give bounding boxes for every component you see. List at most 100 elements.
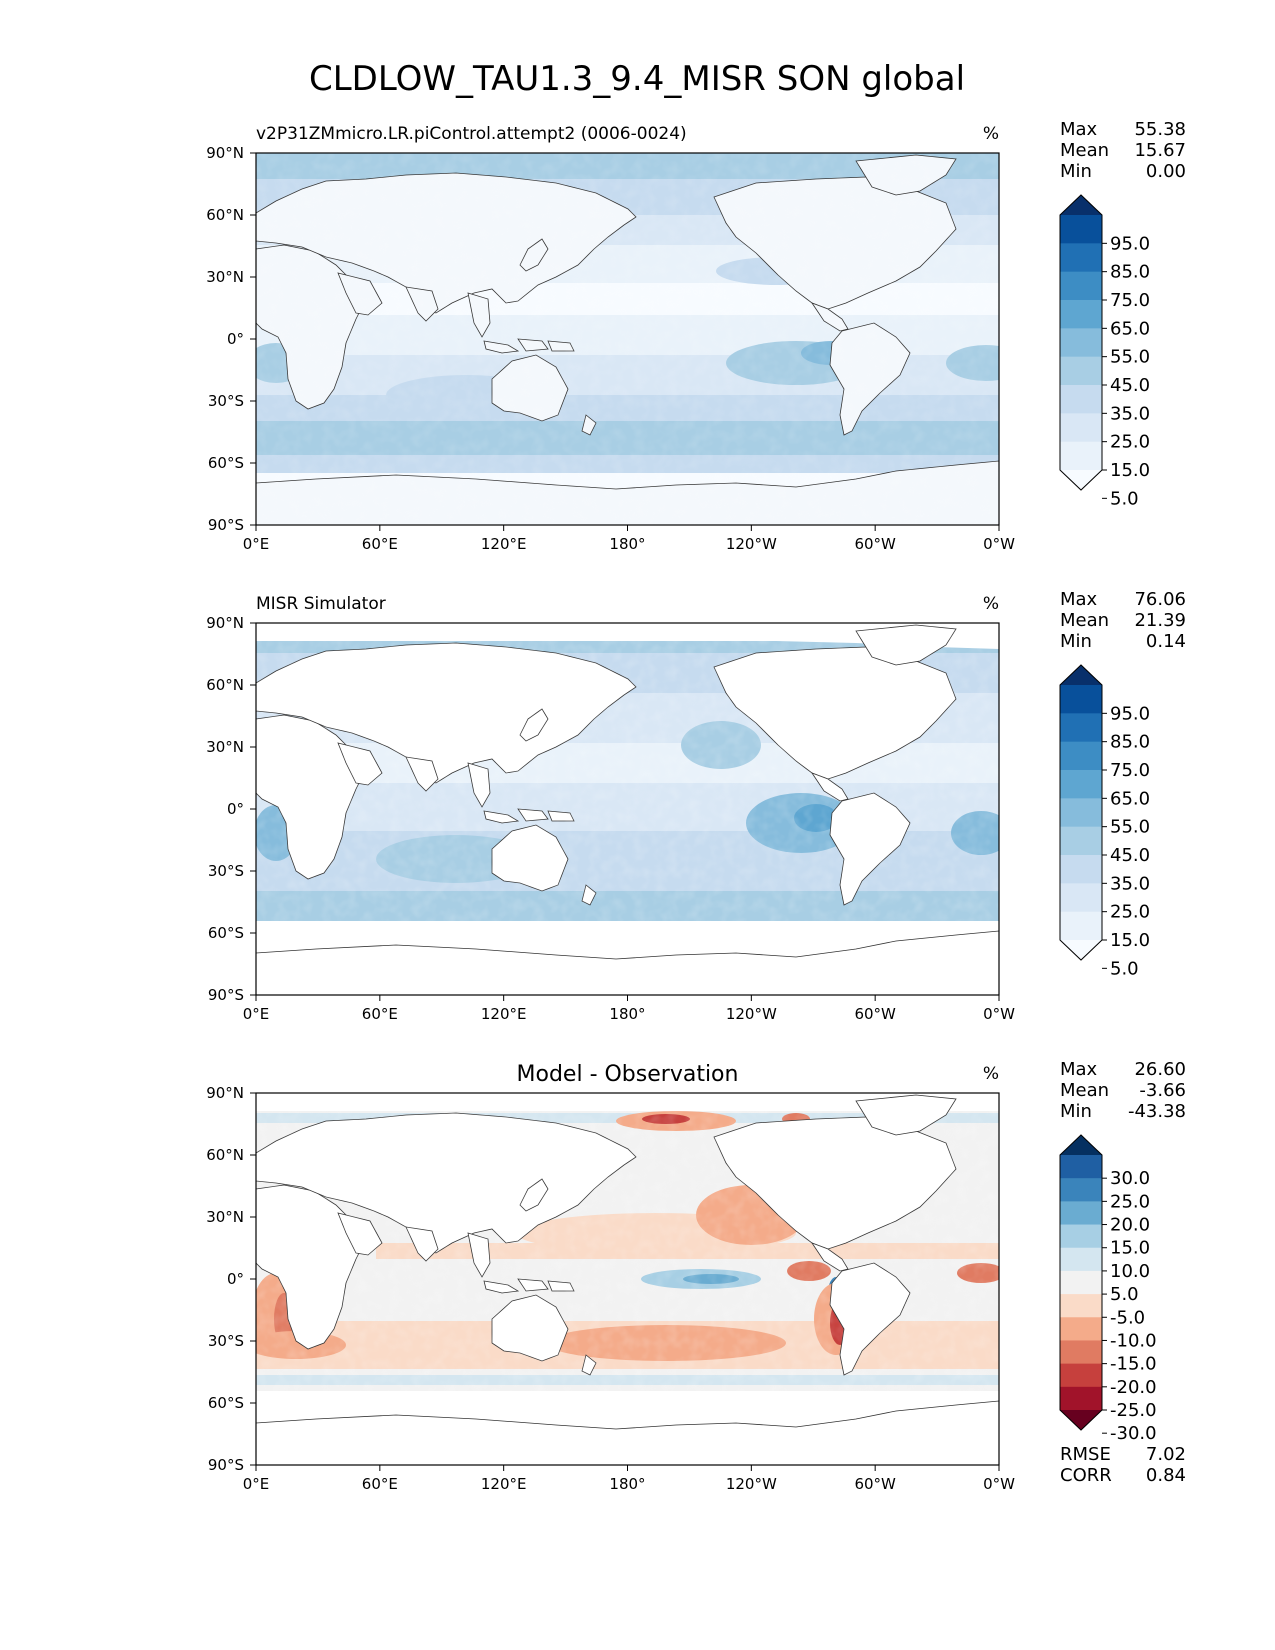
figure-title: CLDLOW_TAU1.3_9.4_MISR SON global [309, 59, 965, 99]
lat-tick-label: 60°S [208, 454, 244, 472]
lon-tick-label: 120°W [726, 1005, 777, 1023]
colorbar-label: 95.0 [1110, 703, 1150, 724]
stat-mean-value: 15.67 [1134, 140, 1186, 161]
colorbar-label: 75.0 [1110, 760, 1150, 781]
lon-tick-label: 0°E [243, 1005, 270, 1023]
lon-tick-label: 0°E [243, 535, 270, 553]
lon-ticks: 0°E 60°E 120°E 180° 120°W 60°W 0°W [243, 995, 1015, 1023]
colorbar-extend-max [1060, 195, 1102, 215]
colorbar-swatch [1060, 1386, 1102, 1411]
lon-tick-label: 60°E [362, 1005, 398, 1023]
colorbar-swatch [1060, 413, 1102, 443]
colorbar-swatch [1060, 855, 1102, 884]
lat-tick-label: 30°S [208, 862, 244, 880]
colorbar-label: 75.0 [1110, 290, 1150, 311]
colorbar-swatch [1060, 243, 1102, 273]
panel-observation: MISR Simulator % 90°N60°N30°N0°30°S60°S9… [206, 594, 1015, 1023]
stat-min-value: 0.00 [1146, 161, 1186, 182]
colorbar-label: 15.0 [1110, 1238, 1150, 1259]
colorbar-model: 95.0 85.0 75.0 65.0 55.0 45.0 35.0 25.0 15.0 5.0 [1059, 194, 1150, 509]
lon-tick-label: 120°E [481, 535, 527, 553]
colorbar-swatch [1060, 300, 1102, 329]
stat-max-value: 26.60 [1134, 1059, 1186, 1080]
panel-difference: Model - Observation % 90°N 60°N 30°N 0° 30°S… [206, 1062, 1015, 1493]
colorbar-swatch [1060, 1317, 1102, 1341]
colorbar-label: 85.0 [1110, 262, 1150, 283]
colorbar-extend-max [1060, 1135, 1102, 1155]
lat-ticks: 90°N 60°N 30°N 0° 30°S 60°S 90°S [206, 1084, 256, 1474]
colorbar-label: 45.0 [1110, 375, 1150, 396]
lat-tick-label: 60°N [206, 676, 244, 694]
stat-corr-value: 0.84 [1146, 1465, 1186, 1486]
stat-min-value: 0.14 [1146, 631, 1186, 652]
colorbar-label: 25.0 [1110, 902, 1150, 923]
lon-tick-label: 60°W [854, 1005, 896, 1023]
colorbar-label: 85.0 [1110, 732, 1150, 753]
lat-tick-label: 60°N [206, 206, 244, 224]
lat-tick-label: 0° [227, 330, 244, 348]
colorbar-swatch [1060, 1201, 1102, 1226]
lon-tick-label: 0°E [243, 1475, 270, 1493]
colorbar-swatch [1060, 1363, 1102, 1388]
lat-ticks: 90°N 60°N 30°N 0° 30°S 60°S 90°S [206, 144, 256, 534]
colorbar-observation: 95.0 85.0 75.0 65.0 55.0 45.0 35.0 25.0 15.0 5.0 [1059, 664, 1150, 979]
lon-tick-label: 120°E [481, 1005, 527, 1023]
colorbar-extend-max [1060, 665, 1102, 685]
lat-tick-label: 60°N [206, 1146, 244, 1164]
lon-tick-label: 0°W [983, 1005, 1015, 1023]
stat-min-label: Min [1060, 1101, 1092, 1122]
colorbar-swatch [1060, 328, 1102, 358]
lat-tick-label: 30°N [206, 738, 244, 756]
colorbar-swatch [1060, 1340, 1102, 1365]
colorbar-label: 55.0 [1110, 347, 1150, 368]
panel-title: v2P31ZMmicro.LR.piControl.attempt2 (0006… [256, 124, 687, 144]
colorbar-label: 20.0 [1110, 1215, 1150, 1236]
lon-tick-label: 120°W [726, 1475, 777, 1493]
colorbar-swatch [1060, 826, 1102, 856]
lon-tick-label: 120°E [481, 1475, 527, 1493]
colorbar-swatch [1060, 1178, 1102, 1202]
colorbar-label: 5.0 [1110, 958, 1139, 979]
lat-tick-label: 90°N [206, 614, 244, 632]
lon-tick-label: 180° [609, 1475, 645, 1493]
colorbar-swatch [1060, 1155, 1102, 1179]
colorbar-label: 5.0 [1110, 488, 1139, 509]
lat-tick-label: 90°S [208, 986, 244, 1004]
colorbar-swatch [1060, 911, 1102, 941]
colorbar-swatch [1060, 713, 1102, 743]
stat-max-label: Max [1060, 1059, 1098, 1080]
stats-difference: Max 26.60 Mean -3.66 Min -43.38 [1060, 1059, 1186, 1122]
colorbar-swatch [1060, 441, 1102, 471]
stat-mean-value: -3.66 [1139, 1080, 1186, 1101]
colorbar-difference: 30.025.0 20.015.010.05.0-5.0-10.0 -15.0-20… [1059, 1134, 1157, 1444]
units-label: % [983, 124, 999, 144]
colorbar-label: -20.0 [1110, 1377, 1157, 1398]
lon-tick-label: 180° [609, 1005, 645, 1023]
stat-rmse-label: RMSE [1060, 1444, 1111, 1465]
stat-mean-value: 21.39 [1134, 610, 1186, 631]
colorbar-label: 65.0 [1110, 318, 1150, 339]
lat-tick-label: 0° [227, 1270, 244, 1288]
lon-tick-label: 60°E [362, 535, 398, 553]
colorbar-swatch [1060, 798, 1102, 828]
colorbar-swatch [1060, 1270, 1102, 1295]
colorbar-extend-min [1060, 1410, 1102, 1430]
colorbar-swatch [1060, 770, 1102, 799]
panel-title: Model - Observation [517, 1062, 739, 1087]
panel-model: v2P31ZMmicro.LR.piControl.attempt2 (0006… [206, 124, 1015, 553]
stat-mean-label: Mean [1060, 610, 1109, 631]
lat-tick-label: 30°S [208, 1332, 244, 1350]
colorbar-label: 35.0 [1110, 873, 1150, 894]
stat-min-label: Min [1060, 161, 1092, 182]
colorbar-swatch [1060, 1294, 1102, 1318]
lon-tick-label: 0°W [983, 535, 1015, 553]
stats-observation: Max 76.06 Mean 21.39 Min 0.14 [1060, 589, 1186, 652]
colorbar-label: 10.0 [1110, 1261, 1150, 1282]
colorbar-label: -30.0 [1110, 1423, 1157, 1444]
colorbar-swatch [1060, 883, 1102, 913]
colorbar-swatch [1060, 215, 1102, 244]
stat-min-value: -43.38 [1128, 1101, 1186, 1122]
units-label: % [983, 1064, 999, 1084]
stat-max-label: Max [1060, 589, 1098, 610]
